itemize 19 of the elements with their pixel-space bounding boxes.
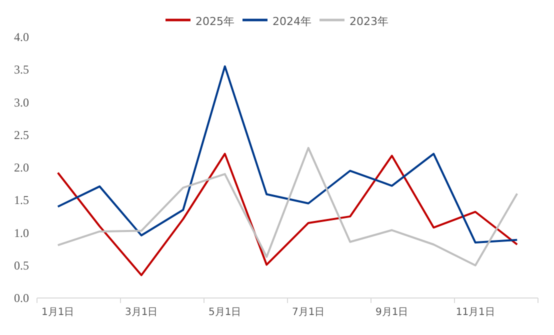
y-tick-label: 0.0 (14, 291, 29, 305)
x-tick-label: 9月1日 (376, 307, 408, 318)
y-tick-label: 2.0 (14, 160, 29, 174)
x-tick-label: 5月1日 (208, 307, 242, 318)
x-tick-label: 1月1日 (42, 307, 74, 318)
x-tick-label: 7月1日 (292, 307, 325, 318)
y-tick-label: 1.0 (14, 226, 29, 240)
y-tick-label: 2.5 (14, 128, 29, 142)
x-tick-label: 3月1日 (125, 307, 158, 318)
y-tick-label: 3.0 (14, 95, 29, 110)
x-tick-label: 11月1日 (456, 307, 495, 318)
y-tick-label: 1.5 (14, 193, 29, 208)
y-tick-label: 3.5 (14, 62, 29, 77)
y-tick-label: 4.0 (14, 30, 29, 44)
line-series (56, 65, 518, 244)
legend-label: 2023年 (350, 15, 388, 28)
legend-label: 2024年 (272, 15, 312, 28)
y-tick-label: 0.5 (14, 258, 29, 272)
legend-label: 2025年 (196, 15, 234, 28)
